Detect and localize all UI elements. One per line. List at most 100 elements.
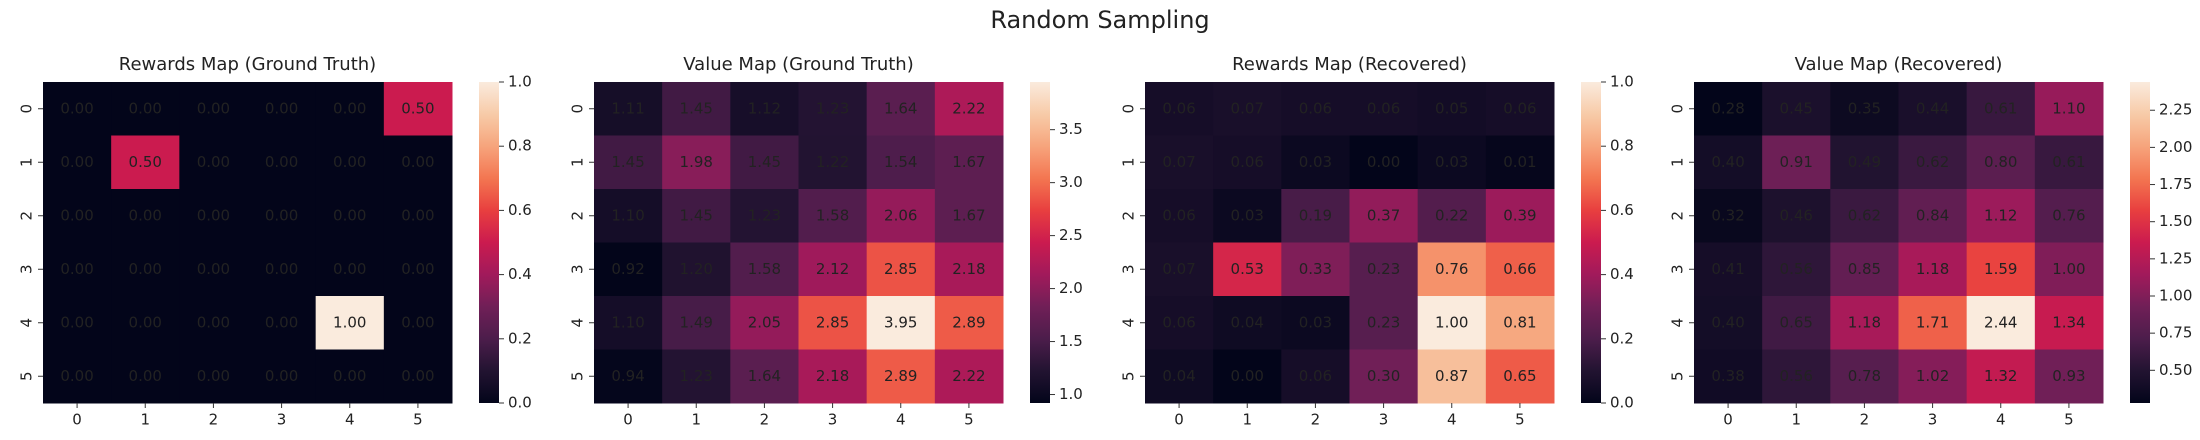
cell-label: 0.23 xyxy=(1367,313,1400,331)
subplot-title: Rewards Map (Ground Truth) xyxy=(119,54,376,75)
y-tick-label: 0 xyxy=(18,104,36,114)
cell-label: 0.00 xyxy=(60,153,93,171)
y-tick-label: 1 xyxy=(569,157,587,167)
cell-label: 0.66 xyxy=(1503,260,1536,278)
heatmap-cell xyxy=(866,349,936,404)
x-tick-label: 5 xyxy=(964,411,974,429)
cell-label: 0.80 xyxy=(1984,153,2017,171)
cell-label: 2.18 xyxy=(952,260,985,278)
cell-label: 0.45 xyxy=(1780,99,1813,117)
cell-label: 0.06 xyxy=(1231,153,1264,171)
heatmap-cell xyxy=(43,242,112,297)
heatmap-cell xyxy=(111,82,180,136)
heatmap-cell xyxy=(179,189,248,243)
x-tick-label: 4 xyxy=(1996,411,2006,429)
heatmap-cell xyxy=(1694,242,1763,297)
heatmap-cell xyxy=(866,296,936,350)
heatmap-cell xyxy=(662,349,731,404)
heatmap-cell xyxy=(1145,189,1214,243)
heatmap-cell xyxy=(866,189,936,243)
cell-label: 0.44 xyxy=(1916,99,1949,117)
cell-label: 0.00 xyxy=(197,260,230,278)
heatmap-cell xyxy=(43,135,112,190)
cell-label: 0.00 xyxy=(333,99,366,117)
cell-label: 1.00 xyxy=(2052,260,2085,278)
cell-label: 0.00 xyxy=(197,206,230,224)
cell-label: 2.89 xyxy=(952,313,985,331)
colorbar-tick-label: 1.5 xyxy=(1059,332,1083,350)
cell-label: 0.06 xyxy=(1299,99,1332,117)
colorbar xyxy=(1030,82,1050,403)
cell-label: 1.45 xyxy=(680,206,713,224)
x-tick-label: 1 xyxy=(1791,411,1801,429)
cell-label: 0.06 xyxy=(1367,99,1400,117)
heatmap-cell xyxy=(934,296,1004,350)
colorbar-tick-label: 0.4 xyxy=(508,265,532,283)
heatmap-cell xyxy=(383,242,453,297)
colorbar-tick-label: 2.00 xyxy=(2159,138,2192,156)
colorbar-tick-label: 0.8 xyxy=(1610,137,1634,155)
heatmap-cell xyxy=(1762,82,1831,136)
heatmap-cell xyxy=(315,135,385,190)
heatmap-cell xyxy=(315,349,385,404)
cell-label: 0.39 xyxy=(1503,206,1536,224)
heatmap-cell xyxy=(934,242,1004,297)
cell-label: 0.05 xyxy=(1435,99,1468,117)
heatmap-cell xyxy=(1762,349,1831,404)
cell-label: 1.10 xyxy=(611,313,644,331)
cell-label: 0.03 xyxy=(1231,206,1264,224)
cell-label: 0.50 xyxy=(129,153,162,171)
heatmap-cell xyxy=(247,189,317,243)
y-tick-label: 4 xyxy=(1120,318,1138,328)
cell-label: 1.12 xyxy=(748,99,781,117)
heatmap-cell xyxy=(1281,296,1350,350)
heatmap-cell xyxy=(1898,82,1968,136)
cell-label: 1.12 xyxy=(1984,206,2017,224)
heatmap-cell xyxy=(1694,82,1763,136)
heatmap-cell xyxy=(1281,135,1350,190)
heatmap-cell xyxy=(43,82,112,136)
cell-label: 0.00 xyxy=(265,153,298,171)
cell-label: 2.12 xyxy=(816,260,849,278)
cell-label: 0.00 xyxy=(129,206,162,224)
heatmap-cell xyxy=(383,82,453,136)
cell-label: 0.00 xyxy=(60,206,93,224)
heatmap-cell xyxy=(1898,296,1968,350)
cell-label: 0.00 xyxy=(333,206,366,224)
x-tick-label: 3 xyxy=(828,411,838,429)
subplot-title: Rewards Map (Recovered) xyxy=(1232,54,1467,75)
cell-label: 0.00 xyxy=(401,367,434,385)
colorbar-tick-label: 0.50 xyxy=(2159,361,2192,379)
x-tick-label: 0 xyxy=(1723,411,1733,429)
cell-label: 0.00 xyxy=(129,99,162,117)
colorbar-tick-label: 1.00 xyxy=(2159,287,2192,305)
cell-label: 0.00 xyxy=(129,367,162,385)
cell-label: 1.22 xyxy=(816,153,849,171)
colorbar-tick-label: 0.0 xyxy=(1610,394,1634,412)
colorbar-tick-label: 1.75 xyxy=(2159,175,2192,193)
heatmap-cell xyxy=(1830,135,1899,190)
heatmap-cell xyxy=(1694,296,1763,350)
y-tick-label: 2 xyxy=(18,211,36,221)
heatmap-cell xyxy=(730,135,799,190)
cell-label: 0.01 xyxy=(1503,153,1536,171)
heatmap-cell xyxy=(1485,189,1555,243)
cell-label: 1.10 xyxy=(611,206,644,224)
cell-label: 0.62 xyxy=(1848,206,1881,224)
y-tick-label: 3 xyxy=(1120,264,1138,274)
cell-label: 0.92 xyxy=(611,260,644,278)
heatmap-cell xyxy=(1349,189,1419,243)
cell-label: 0.07 xyxy=(1162,260,1195,278)
heatmap-cell xyxy=(247,349,317,404)
colorbar-tick-label: 1.25 xyxy=(2159,249,2192,267)
cell-label: 1.71 xyxy=(1916,313,1949,331)
colorbar-tick-label: 0.2 xyxy=(1610,329,1634,347)
colorbar-tick-label: 3.5 xyxy=(1059,120,1083,138)
x-tick-label: 0 xyxy=(1174,411,1184,429)
heatmap-cell xyxy=(1213,82,1282,136)
x-tick-label: 4 xyxy=(345,411,355,429)
cell-label: 0.30 xyxy=(1367,367,1400,385)
cell-label: 0.00 xyxy=(265,260,298,278)
x-tick-label: 3 xyxy=(277,411,287,429)
